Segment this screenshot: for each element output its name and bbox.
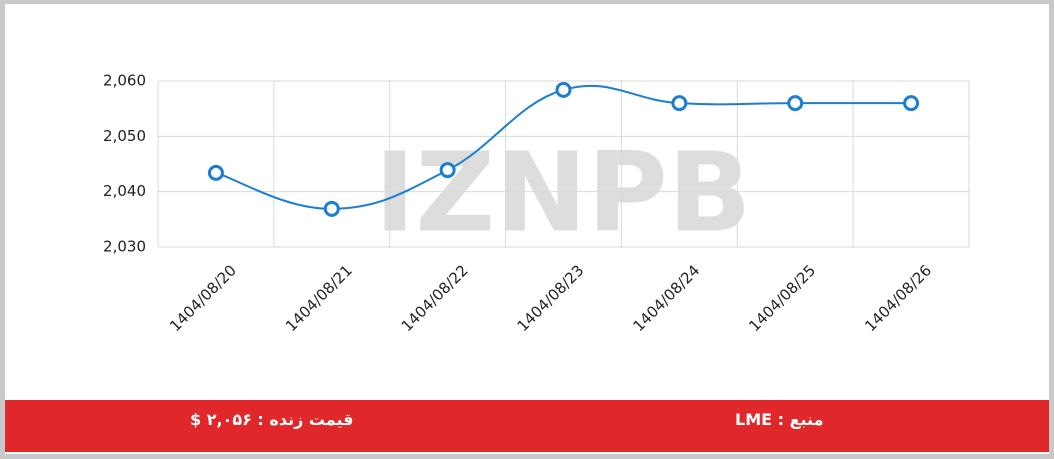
watermark: IZNPB [374, 128, 751, 256]
x-tick-label: 1404/08/25 [745, 261, 819, 335]
y-tick-label: 2,060 [103, 72, 146, 90]
point [787, 95, 804, 112]
x-tick-label: 1404/08/21 [282, 261, 356, 335]
live-price: قیمت زنده : ۲,۰۵۶ $ [190, 410, 354, 429]
point [207, 164, 224, 181]
chart: IZNPB 2,030 2,040 2,050 2,060 1404/08/20 1404… [103, 72, 970, 335]
y-tick-label: 2,040 [103, 182, 146, 200]
x-tick-label: 1404/08/22 [398, 261, 472, 335]
point [439, 162, 456, 179]
point [323, 200, 340, 217]
point [903, 95, 920, 112]
x-tick-label: 1404/08/24 [629, 261, 703, 335]
frame [5, 4, 1049, 454]
x-tick-label: 1404/08/26 [861, 261, 935, 335]
footer-bar: قیمت زنده : ۲,۰۵۶ $ منبع : LME [5, 400, 1049, 452]
source: منبع : LME [735, 410, 824, 429]
point [671, 95, 688, 112]
y-tick-label: 2,030 [103, 238, 146, 256]
point [555, 81, 572, 98]
y-tick-label: 2,050 [103, 127, 146, 145]
x-tick-label: 1404/08/20 [166, 261, 240, 335]
x-tick-label: 1404/08/23 [514, 261, 588, 335]
